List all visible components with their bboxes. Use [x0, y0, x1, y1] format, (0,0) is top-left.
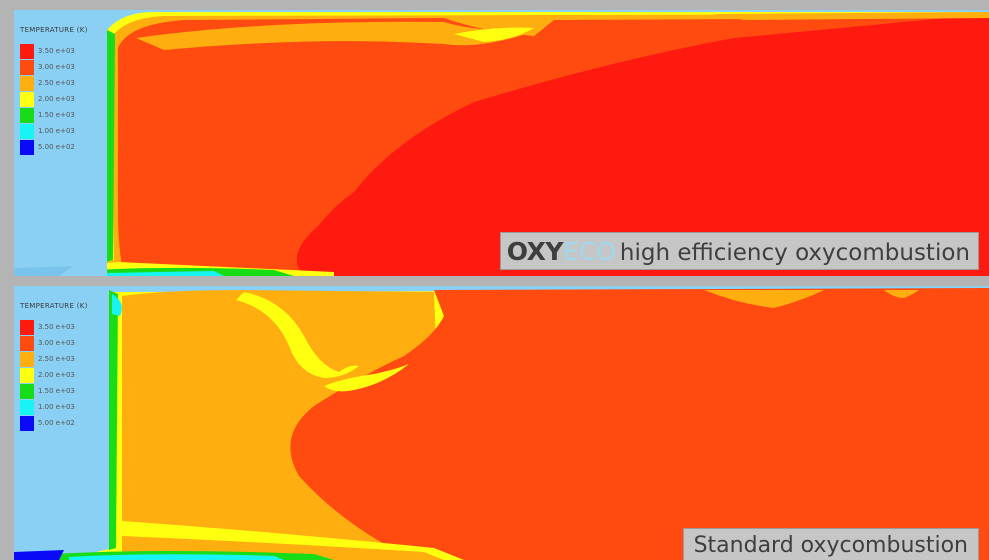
legend-item: 1.00 e+03 — [20, 399, 104, 415]
brand-oxy: OXY — [506, 237, 564, 266]
legend-swatch — [20, 367, 34, 383]
oxyeco-temperature-field — [14, 10, 989, 276]
legend-item: 3.00 e+03 — [20, 59, 104, 75]
legend-swatch — [20, 59, 34, 75]
legend-title: TEMPERATURE (K) — [20, 302, 88, 310]
temperature-legend: TEMPERATURE (K) 3.50 e+03 3.00 e+03 2.50… — [20, 302, 104, 431]
legend-item: 3.50 e+03 — [20, 43, 104, 59]
legend-label: 3.00 e+03 — [38, 339, 75, 347]
legend-label: 3.00 e+03 — [38, 63, 75, 71]
legend-title: TEMPERATURE (K) — [20, 26, 88, 34]
legend-label: 2.50 e+03 — [38, 355, 75, 363]
legend-label: 5.00 e+02 — [38, 143, 75, 151]
legend-swatch — [20, 415, 34, 431]
temperature-legend: TEMPERATURE (K) 3.50 e+03 3.00 e+03 2.50… — [20, 26, 104, 155]
legend-label: 1.00 e+03 — [38, 127, 75, 135]
legend-item: 1.00 e+03 — [20, 123, 104, 139]
legend-label: 2.00 e+03 — [38, 95, 75, 103]
legend-swatch — [20, 43, 34, 59]
legend-item: 3.00 e+03 — [20, 335, 104, 351]
legend-swatch — [20, 91, 34, 107]
legend-swatch — [20, 139, 34, 155]
oxyeco-caption: OXYECO high efficiency oxycombustion — [499, 232, 979, 270]
legend-label: 1.50 e+03 — [38, 111, 75, 119]
brand-eco: ECO — [562, 237, 616, 266]
legend-item: 2.00 e+03 — [20, 91, 104, 107]
caption-text: high efficiency oxycombustion — [619, 240, 970, 266]
legend-label: 5.00 e+02 — [38, 419, 75, 427]
caption-text: Standard oxycombustion — [693, 533, 968, 558]
legend-item: 2.50 e+03 — [20, 75, 104, 91]
legend-label: 3.50 e+03 — [38, 47, 75, 55]
legend-label: 2.00 e+03 — [38, 371, 75, 379]
standard-caption: Standard oxycombustion — [682, 528, 979, 560]
legend-item: 3.50 e+03 — [20, 319, 104, 335]
legend-item: 1.50 e+03 — [20, 383, 104, 399]
legend-swatch — [20, 319, 34, 335]
legend-label: 1.00 e+03 — [38, 403, 75, 411]
legend-item: 5.00 e+02 — [20, 415, 104, 431]
legend-item: 1.50 e+03 — [20, 107, 104, 123]
legend-swatch — [20, 351, 34, 367]
legend-swatch — [20, 335, 34, 351]
legend-swatch — [20, 123, 34, 139]
legend-swatch — [20, 399, 34, 415]
legend-item: 5.00 e+02 — [20, 139, 104, 155]
legend-label: 3.50 e+03 — [38, 323, 75, 331]
legend-swatch — [20, 75, 34, 91]
legend-label: 2.50 e+03 — [38, 79, 75, 87]
legend-item: 2.00 e+03 — [20, 367, 104, 383]
legend-swatch — [20, 107, 34, 123]
standard-temperature-panel: TEMPERATURE (K) 3.50 e+03 3.00 e+03 2.50… — [14, 286, 989, 560]
standard-temperature-field — [14, 286, 989, 560]
legend-item: 2.50 e+03 — [20, 351, 104, 367]
legend-label: 1.50 e+03 — [38, 387, 75, 395]
oxyeco-temperature-panel: TEMPERATURE (K) 3.50 e+03 3.00 e+03 2.50… — [14, 10, 989, 276]
legend-swatch — [20, 383, 34, 399]
